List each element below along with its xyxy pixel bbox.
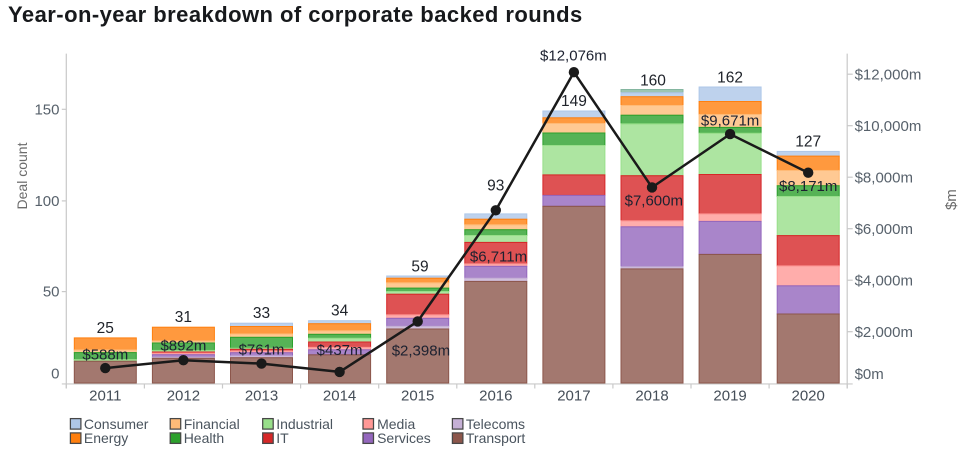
svg-text:$9,671m: $9,671m xyxy=(701,113,759,130)
svg-text:$761m: $761m xyxy=(239,342,285,359)
svg-text:$0m: $0m xyxy=(855,366,884,383)
svg-text:2018: 2018 xyxy=(635,387,668,404)
svg-text:$m: $m xyxy=(943,189,960,210)
svg-text:2017: 2017 xyxy=(557,387,590,404)
svg-text:31: 31 xyxy=(175,309,192,326)
svg-text:$8,171m: $8,171m xyxy=(779,178,837,195)
svg-text:$437m: $437m xyxy=(317,342,363,359)
svg-text:93: 93 xyxy=(487,178,504,195)
svg-text:50: 50 xyxy=(43,284,60,301)
svg-text:25: 25 xyxy=(97,320,114,337)
svg-text:Services: Services xyxy=(377,430,431,446)
svg-text:Transport: Transport xyxy=(466,430,526,446)
svg-text:2011: 2011 xyxy=(89,387,121,404)
svg-text:0: 0 xyxy=(51,366,59,383)
svg-text:2014: 2014 xyxy=(323,387,356,404)
svg-text:$2,000m: $2,000m xyxy=(855,324,913,341)
svg-text:Energy: Energy xyxy=(84,430,128,446)
svg-text:Financial: Financial xyxy=(184,416,240,432)
svg-text:2020: 2020 xyxy=(792,387,825,404)
svg-text:2015: 2015 xyxy=(401,387,434,404)
svg-text:127: 127 xyxy=(795,133,821,150)
svg-text:Health: Health xyxy=(184,430,224,446)
svg-text:162: 162 xyxy=(717,70,743,87)
svg-text:$588m: $588m xyxy=(82,347,128,364)
svg-text:$7,600m: $7,600m xyxy=(625,193,683,210)
svg-text:$8,000m: $8,000m xyxy=(855,169,913,186)
svg-text:2019: 2019 xyxy=(713,387,746,404)
svg-text:149: 149 xyxy=(561,93,587,110)
svg-text:33: 33 xyxy=(253,305,270,322)
svg-text:34: 34 xyxy=(331,303,349,320)
svg-text:Deal count: Deal count xyxy=(14,142,30,209)
svg-text:100: 100 xyxy=(34,193,59,210)
svg-text:59: 59 xyxy=(411,259,428,276)
svg-text:Industrial: Industrial xyxy=(276,416,333,432)
svg-text:Year-on-year breakdown of corp: Year-on-year breakdown of corporate back… xyxy=(8,2,583,27)
svg-text:$12,000m: $12,000m xyxy=(855,66,922,83)
svg-text:2016: 2016 xyxy=(479,387,512,404)
svg-text:Telecoms: Telecoms xyxy=(466,416,525,432)
svg-text:$2,398m: $2,398m xyxy=(392,343,450,360)
svg-text:Media: Media xyxy=(377,416,415,432)
svg-text:$10,000m: $10,000m xyxy=(855,118,922,135)
svg-text:150: 150 xyxy=(34,101,59,118)
svg-text:160: 160 xyxy=(640,73,666,90)
svg-text:$4,000m: $4,000m xyxy=(855,272,913,289)
svg-text:$6,711m: $6,711m xyxy=(470,249,527,266)
svg-text:IT: IT xyxy=(276,430,289,446)
svg-text:2012: 2012 xyxy=(167,387,200,404)
svg-text:Consumer: Consumer xyxy=(84,416,149,432)
svg-text:$12,076m: $12,076m xyxy=(540,47,607,64)
svg-text:2013: 2013 xyxy=(245,387,278,404)
svg-text:$892m: $892m xyxy=(160,338,206,355)
svg-text:$6,000m: $6,000m xyxy=(855,221,913,238)
